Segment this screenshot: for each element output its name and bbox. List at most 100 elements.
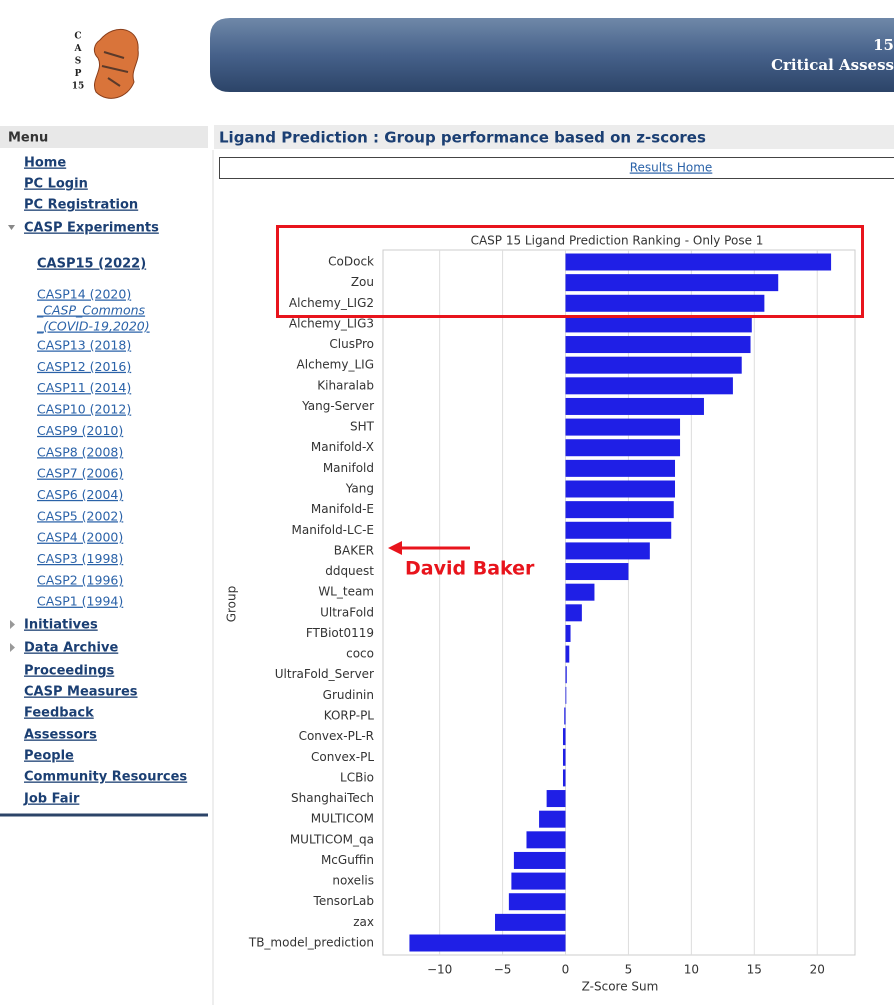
menu-subitem[interactable]: _CASP_Commons xyxy=(36,303,146,318)
logo-letter: A xyxy=(74,44,83,54)
bar xyxy=(565,686,567,704)
menu-item[interactable]: People xyxy=(24,749,74,764)
bar xyxy=(565,439,681,457)
menu-item[interactable]: Feedback xyxy=(24,706,94,721)
x-tick-label: 20 xyxy=(810,963,825,977)
menu-subitem[interactable]: CASP2 (1996) xyxy=(37,572,123,587)
menu-subitem[interactable]: CASP7 (2006) xyxy=(37,466,123,481)
bar xyxy=(565,645,570,663)
bar xyxy=(508,893,566,911)
bar xyxy=(562,769,566,787)
bar xyxy=(565,377,733,395)
menu-subitem[interactable]: CASP3 (1998) xyxy=(37,551,123,566)
bar xyxy=(495,913,566,931)
x-tick-label: 10 xyxy=(684,963,699,977)
menu-subitem[interactable]: CASP13 (2018) xyxy=(37,338,131,353)
bar xyxy=(565,418,681,436)
y-tick-label: MULTICOM_qa xyxy=(290,832,374,846)
y-tick-label: Convex-PL xyxy=(311,750,374,764)
menu-subitem[interactable]: CASP9 (2010) xyxy=(37,423,123,438)
logo[interactable] xyxy=(93,29,139,99)
highlight-box xyxy=(276,225,864,318)
header-title: Critical Assess xyxy=(771,56,894,74)
y-tick-label: McGuffin xyxy=(321,853,374,867)
y-tick-label: ClusPro xyxy=(329,337,374,351)
bar xyxy=(565,274,779,292)
menu-subitem[interactable]: CASP1 (1994) xyxy=(37,594,123,609)
menu-subitem[interactable]: CASP6 (2004) xyxy=(37,487,123,502)
menu-item[interactable]: Home xyxy=(24,156,66,171)
y-tick-label: UltraFold xyxy=(320,605,374,619)
y-tick-label: Grudinin xyxy=(323,688,374,702)
chart-title: CASP 15 Ligand Prediction Ranking - Only… xyxy=(471,234,764,248)
y-tick-label: Alchemy_LIG xyxy=(297,358,374,372)
menu-item[interactable]: PC Login xyxy=(24,177,88,192)
menu-header-bg xyxy=(0,126,208,148)
y-tick-label: WL_team xyxy=(318,585,374,599)
menu-subitem[interactable]: CASP10 (2012) xyxy=(37,402,131,417)
y-tick-label: noxelis xyxy=(332,874,374,888)
bar xyxy=(565,501,674,519)
bar xyxy=(565,604,582,622)
menu-subitem[interactable]: CASP4 (2000) xyxy=(37,530,123,545)
menu-item[interactable]: Initiatives xyxy=(24,618,98,633)
content-title-bg xyxy=(214,125,894,149)
plot-area xyxy=(382,249,856,956)
bar xyxy=(564,707,566,725)
menu-subitem[interactable]: CASP14 (2020) xyxy=(37,287,131,302)
y-tick-label: coco xyxy=(346,647,374,661)
y-tick-label: SHT xyxy=(350,420,375,434)
logo-letter: P xyxy=(75,69,82,79)
menu-subitem[interactable]: CASP8 (2008) xyxy=(37,444,123,459)
menu-item[interactable]: Assessors xyxy=(24,728,97,743)
menu-subitem[interactable]: _(COVID-19,2020) xyxy=(36,319,150,334)
y-tick-label: MULTICOM xyxy=(311,812,374,826)
bar xyxy=(565,542,650,560)
menu-item[interactable]: PC Registration xyxy=(24,198,138,213)
bar xyxy=(565,294,765,312)
menu-current[interactable]: CASP15 (2022) xyxy=(37,257,146,272)
y-tick-label: BAKER xyxy=(334,543,374,557)
x-axis-label: Z-Score Sum xyxy=(582,980,659,994)
annotation-text: David Baker xyxy=(405,558,535,580)
header-banner xyxy=(210,18,894,92)
x-tick-label: −10 xyxy=(427,963,452,977)
bar xyxy=(565,624,571,642)
content-title: Ligand Prediction : Group performance ba… xyxy=(219,129,706,147)
y-tick-label: Alchemy_LIG3 xyxy=(289,316,374,330)
bar xyxy=(565,480,676,498)
bar xyxy=(565,563,629,581)
bar xyxy=(539,810,566,828)
y-tick-label: UltraFold_Server xyxy=(275,667,374,681)
menu-item[interactable]: CASP Measures xyxy=(24,685,138,700)
bar xyxy=(565,459,676,477)
bar xyxy=(562,728,566,746)
y-tick-label: zax xyxy=(353,915,374,929)
menu-subitem[interactable]: CASP12 (2016) xyxy=(37,359,131,374)
annotation-arrowhead xyxy=(388,541,402,555)
menu-item[interactable]: Proceedings xyxy=(24,664,115,679)
bar xyxy=(562,748,566,766)
menu-item[interactable]: Job Fair xyxy=(23,792,80,807)
bar xyxy=(546,790,566,808)
menu-expand-icon xyxy=(8,225,15,230)
bar xyxy=(565,666,567,684)
menu-subitem[interactable]: CASP5 (2002) xyxy=(37,508,123,523)
y-tick-label: Manifold-X xyxy=(311,440,374,454)
logo-letter: C xyxy=(74,32,81,42)
y-tick-label: Alchemy_LIG2 xyxy=(289,296,374,310)
menu-subitem[interactable]: CASP11 (2014) xyxy=(37,380,131,395)
menu-item[interactable]: Community Resources xyxy=(24,770,187,785)
menu-item[interactable]: CASP Experiments xyxy=(24,221,159,236)
menu-item[interactable]: Data Archive xyxy=(24,641,118,656)
x-tick-label: 5 xyxy=(625,963,633,977)
y-tick-label: Convex-PL-R xyxy=(299,729,374,743)
y-axis-label: Group xyxy=(225,586,239,623)
bar xyxy=(565,583,595,601)
bar xyxy=(565,336,751,354)
y-tick-label: Yang-Server xyxy=(301,399,374,413)
results-link[interactable]: Results Home xyxy=(630,161,713,175)
bar xyxy=(565,356,742,374)
y-tick-label: LCBio xyxy=(340,770,374,784)
